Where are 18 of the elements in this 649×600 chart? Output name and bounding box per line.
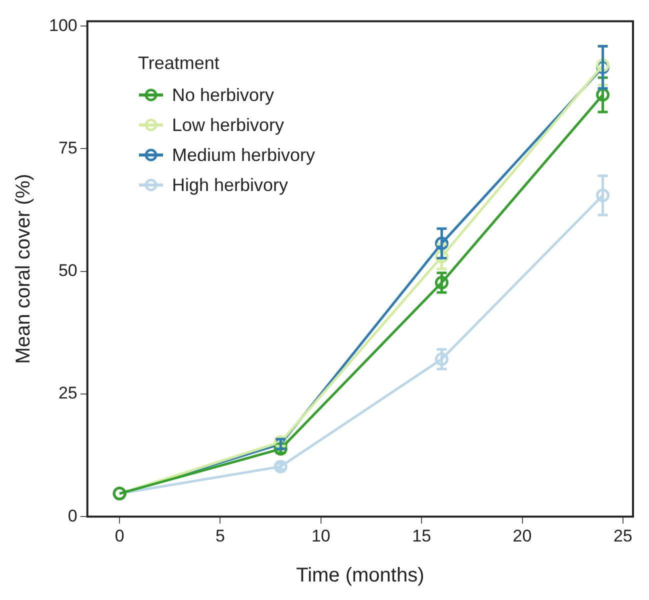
y-tick-label: 50 [58,261,78,280]
x-tick-label: 15 [412,526,432,546]
y-tick-label: 100 [48,16,78,35]
y-tick-label: 75 [58,138,78,158]
x-tick-label: 5 [216,526,225,546]
legend-label: High herbivory [172,174,288,197]
legend-label: No herbivory [172,84,274,107]
y-axis-title: Mean coral cover (%) [12,174,35,364]
legend-label: Low herbivory [172,114,284,137]
x-axis-title: Time (months) [296,564,424,587]
y-tick-label: 25 [58,384,78,403]
x-tick-label: 25 [613,526,632,546]
x-tick-label: 10 [311,526,330,546]
x-tick-label: 20 [512,526,532,546]
legend-title: Treatment [138,52,220,75]
y-tick-label: 0 [68,506,78,526]
legend-label: Medium herbivory [172,144,316,167]
x-tick-label: 0 [114,526,124,546]
